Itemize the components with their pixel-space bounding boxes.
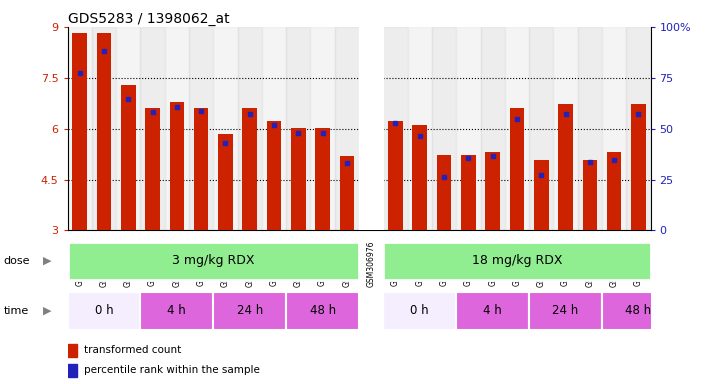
Bar bbox=[194, 108, 208, 230]
FancyBboxPatch shape bbox=[68, 292, 141, 330]
Bar bbox=[73, 33, 87, 230]
FancyBboxPatch shape bbox=[286, 292, 359, 330]
Bar bbox=[316, 128, 330, 230]
Text: 24 h: 24 h bbox=[552, 304, 579, 317]
Bar bbox=[582, 160, 597, 230]
Bar bbox=[461, 155, 476, 230]
Bar bbox=[165, 27, 189, 230]
Text: 0 h: 0 h bbox=[95, 304, 113, 317]
FancyBboxPatch shape bbox=[383, 242, 651, 280]
Text: ▶: ▶ bbox=[43, 256, 51, 266]
Text: transformed count: transformed count bbox=[84, 345, 181, 355]
FancyBboxPatch shape bbox=[141, 292, 213, 330]
Bar bbox=[456, 27, 481, 230]
Bar bbox=[335, 27, 359, 230]
Bar bbox=[529, 27, 553, 230]
Bar bbox=[359, 290, 383, 332]
Bar bbox=[578, 27, 602, 230]
Text: time: time bbox=[4, 306, 29, 316]
Bar bbox=[68, 364, 77, 377]
FancyBboxPatch shape bbox=[213, 292, 286, 330]
Bar bbox=[437, 155, 451, 230]
Bar bbox=[145, 108, 160, 230]
Bar bbox=[213, 27, 237, 230]
Text: dose: dose bbox=[4, 256, 30, 266]
Bar bbox=[481, 27, 505, 230]
Bar bbox=[383, 27, 407, 230]
Bar bbox=[505, 27, 529, 230]
Bar bbox=[170, 102, 184, 230]
Text: 0 h: 0 h bbox=[410, 304, 429, 317]
Bar bbox=[534, 160, 549, 230]
Bar bbox=[359, 27, 383, 230]
Bar bbox=[626, 27, 651, 230]
Text: 3 mg/kg RDX: 3 mg/kg RDX bbox=[172, 254, 255, 267]
Text: percentile rank within the sample: percentile rank within the sample bbox=[84, 366, 260, 376]
Bar bbox=[558, 104, 573, 230]
Bar bbox=[291, 128, 306, 230]
Text: 4 h: 4 h bbox=[168, 304, 186, 317]
Bar bbox=[68, 27, 92, 230]
Text: 4 h: 4 h bbox=[483, 304, 502, 317]
Text: 48 h: 48 h bbox=[626, 304, 651, 317]
Bar bbox=[407, 27, 432, 230]
Bar bbox=[92, 27, 116, 230]
Bar bbox=[218, 134, 232, 230]
FancyBboxPatch shape bbox=[68, 242, 359, 280]
Text: 24 h: 24 h bbox=[237, 304, 263, 317]
Bar bbox=[364, 121, 378, 230]
Bar bbox=[602, 27, 626, 230]
Bar bbox=[607, 152, 621, 230]
Bar bbox=[311, 27, 335, 230]
Text: GDS5283 / 1398062_at: GDS5283 / 1398062_at bbox=[68, 12, 229, 26]
Bar bbox=[189, 27, 213, 230]
Bar bbox=[242, 108, 257, 230]
Bar bbox=[68, 344, 77, 357]
Text: 48 h: 48 h bbox=[309, 304, 336, 317]
FancyBboxPatch shape bbox=[383, 292, 456, 330]
Text: ▶: ▶ bbox=[43, 306, 51, 316]
Bar bbox=[262, 27, 286, 230]
Bar bbox=[388, 121, 402, 230]
Bar bbox=[286, 27, 311, 230]
Text: 18 mg/kg RDX: 18 mg/kg RDX bbox=[471, 254, 562, 267]
Bar bbox=[553, 27, 578, 230]
FancyBboxPatch shape bbox=[529, 292, 602, 330]
Bar bbox=[359, 27, 383, 230]
Bar bbox=[116, 27, 141, 230]
Bar bbox=[267, 121, 282, 230]
Bar bbox=[141, 27, 165, 230]
Bar bbox=[412, 124, 427, 230]
Bar bbox=[486, 152, 500, 230]
Bar bbox=[340, 156, 354, 230]
Bar bbox=[432, 27, 456, 230]
Bar bbox=[237, 27, 262, 230]
Bar bbox=[97, 33, 111, 230]
FancyBboxPatch shape bbox=[602, 292, 675, 330]
Bar bbox=[121, 85, 136, 230]
Bar bbox=[631, 104, 646, 230]
FancyBboxPatch shape bbox=[456, 292, 529, 330]
Bar bbox=[510, 108, 524, 230]
